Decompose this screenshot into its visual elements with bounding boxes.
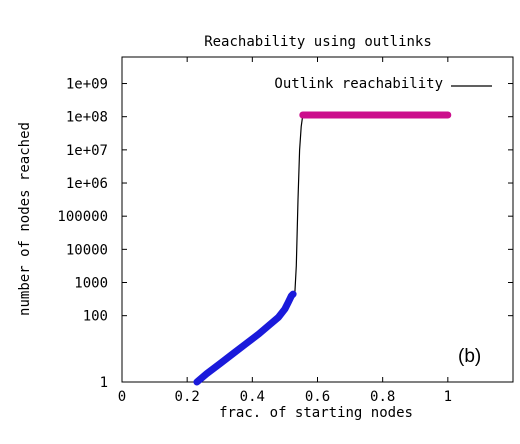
x-tick-label-2: 0.4 [240, 389, 265, 405]
x-tick-label-4: 0.8 [370, 389, 395, 405]
x-axis: 0 0.2 0.4 0.6 0.8 1 [118, 57, 452, 405]
y-tick-label-1: 100 [83, 309, 108, 325]
series-layer [193, 111, 452, 386]
y-tick-label-6: 1e+07 [66, 143, 108, 159]
series-outlink-reachability [292, 114, 304, 297]
y-tick-label-7: 1e+08 [66, 110, 108, 126]
x-tick-label-5: 1 [444, 389, 452, 405]
chart-title: Reachability using outlinks [204, 34, 432, 50]
y-tick-label-2: 1000 [74, 276, 108, 292]
x-tick-label-3: 0.6 [305, 389, 330, 405]
legend-label: Outlink reachability [274, 76, 443, 92]
x-tick-label-0: 0 [118, 389, 126, 405]
y-axis: 1 100 1000 10000 100000 1e+06 1e+07 1e+08 1e+09 [57, 77, 513, 391]
y-tick-label-5: 1e+06 [66, 176, 108, 192]
y-tick-label-4: 100000 [57, 209, 108, 225]
x-tick-label-1: 0.2 [175, 389, 200, 405]
y-tick-label-8: 1e+09 [66, 77, 108, 93]
series-blue [193, 290, 297, 386]
y-axis-label: number of nodes reached [17, 122, 33, 316]
plot-frame [121, 56, 514, 383]
y-tick-label-0: 1 [100, 375, 108, 391]
panel-label: (b) [458, 346, 481, 367]
x-axis-label: frac. of starting nodes [219, 405, 413, 421]
y-tick-label-3: 10000 [66, 242, 108, 258]
